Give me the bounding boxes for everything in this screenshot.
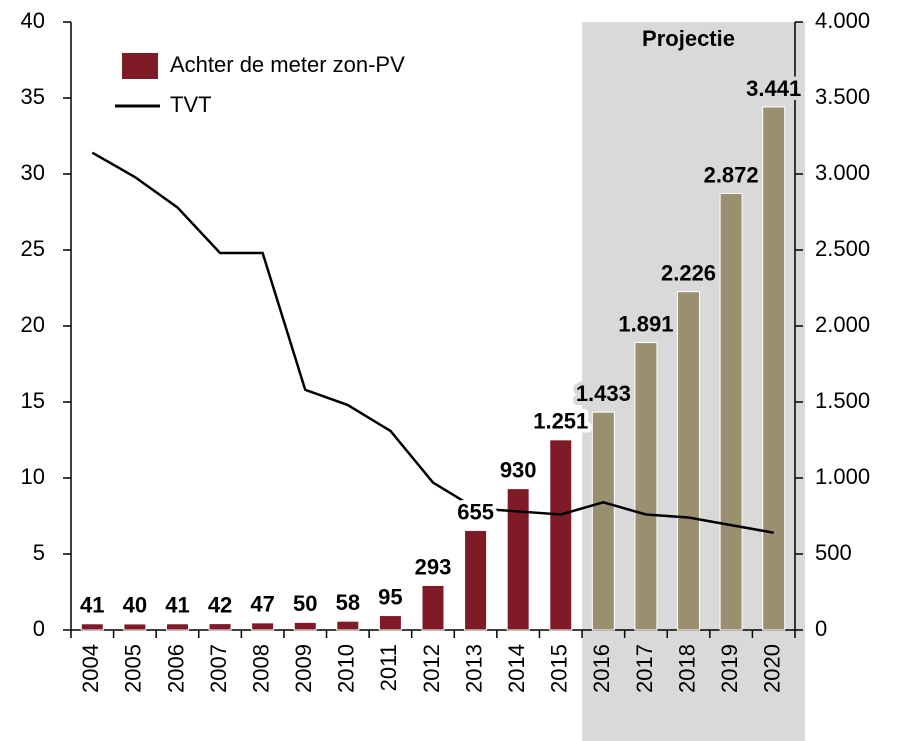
y2-tick-label: 500	[815, 540, 852, 565]
bar	[80, 623, 104, 631]
value-label: 3.441	[746, 76, 801, 101]
y2-tick-label: 2.000	[815, 312, 870, 337]
bar	[464, 529, 488, 631]
y2-tick-label: 4.000	[815, 8, 870, 33]
legend-swatch	[122, 53, 158, 79]
value-label: 293	[415, 554, 452, 579]
value-label: 1.433	[576, 381, 631, 406]
bar	[165, 623, 189, 631]
x-tick-label: 2017	[632, 644, 657, 693]
bar	[293, 621, 317, 631]
x-tick-label: 2013	[461, 644, 486, 693]
x-tick-label: 2015	[547, 644, 572, 693]
x-tick-label: 2007	[206, 644, 231, 693]
bar	[208, 623, 232, 631]
bar	[591, 411, 615, 631]
value-label: 58	[336, 590, 360, 615]
x-tick-label: 2005	[121, 644, 146, 693]
line	[91, 151, 774, 534]
x-tick-label: 2004	[78, 644, 103, 693]
y2-tick-label: 0	[815, 616, 827, 641]
value-label: 95	[378, 584, 402, 609]
x-tick-label: 2020	[760, 644, 785, 693]
x-tick-label: 2006	[163, 644, 188, 693]
x-tick-label: 2018	[674, 644, 699, 693]
x-tick-label: 2008	[248, 644, 273, 693]
value-label: 41	[80, 593, 104, 618]
value-label: 40	[123, 593, 147, 618]
bar	[719, 192, 743, 631]
bar	[506, 488, 530, 631]
y-tick-label: 25	[21, 236, 45, 261]
bar	[762, 106, 786, 631]
y-tick-label: 30	[21, 160, 45, 185]
value-label: 42	[208, 592, 232, 617]
legend-label: TVT	[170, 92, 212, 117]
value-label: 47	[250, 592, 274, 617]
bar	[677, 291, 701, 631]
x-tick-label: 2011	[376, 644, 401, 691]
annotation: Projectie	[642, 26, 735, 51]
y-tick-label: 20	[21, 312, 45, 337]
y-tick-label: 35	[21, 84, 45, 109]
y2-tick-label: 1.500	[815, 388, 870, 413]
x-tick-label: 2016	[589, 644, 614, 693]
x-tick-label: 2010	[334, 644, 359, 693]
y-tick-label: 5	[33, 540, 45, 565]
y-tick-label: 40	[21, 8, 45, 33]
bar	[336, 620, 360, 631]
bar	[378, 615, 402, 631]
value-label: 655	[457, 499, 494, 524]
x-tick-label: 2019	[717, 644, 742, 693]
y2-tick-label: 3.000	[815, 160, 870, 185]
value-label: 2.872	[704, 162, 759, 187]
value-label: 1.891	[618, 311, 673, 336]
y2-tick-label: 3.500	[815, 84, 870, 109]
y-tick-label: 0	[33, 616, 45, 641]
x-tick-label: 2009	[291, 644, 316, 693]
y2-tick-label: 1.000	[815, 464, 870, 489]
value-label: 41	[165, 593, 189, 618]
value-label: 1.251	[533, 409, 588, 434]
y-tick-label: 10	[21, 464, 45, 489]
bar	[634, 342, 658, 631]
bar	[251, 622, 275, 631]
y-tick-label: 15	[21, 388, 45, 413]
y2-tick-label: 2.500	[815, 236, 870, 261]
legend-label: Achter de meter zon-PV	[170, 52, 405, 77]
value-label: 930	[500, 457, 537, 482]
x-tick-label: 2014	[504, 644, 529, 693]
bar	[123, 623, 147, 631]
x-tick-label: 2012	[419, 644, 444, 693]
value-label: 50	[293, 591, 317, 616]
bar	[421, 584, 445, 631]
bar	[549, 439, 573, 631]
value-label: 2.226	[661, 260, 716, 285]
